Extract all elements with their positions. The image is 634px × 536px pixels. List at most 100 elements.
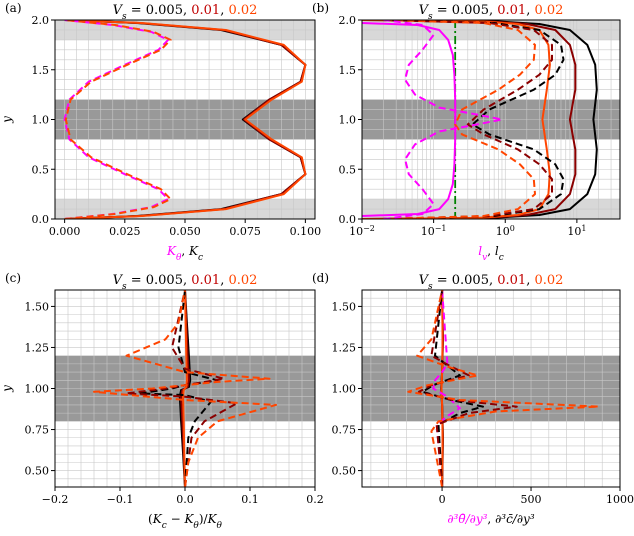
x-axis-label-part: v bbox=[482, 253, 487, 263]
x-axis-label-part: K bbox=[152, 512, 163, 526]
series-line bbox=[383, 20, 565, 219]
y-tick-label: 1.5 bbox=[339, 64, 357, 77]
x-tick-label: 500 bbox=[521, 493, 542, 506]
y-tick-label: 1.25 bbox=[332, 341, 357, 354]
chart-title-part: V bbox=[113, 3, 124, 18]
y-tick-label: 1.00 bbox=[332, 383, 357, 396]
x-tick-label: 0.2 bbox=[306, 493, 324, 506]
chart-title-part: s bbox=[122, 282, 127, 292]
series-line bbox=[432, 290, 461, 487]
series-line bbox=[125, 290, 238, 487]
series-line bbox=[362, 20, 551, 219]
chart-title: Vs = 0.005, 0.01, 0.02 bbox=[419, 273, 564, 292]
series-line bbox=[417, 290, 518, 487]
chart-title-part: s bbox=[428, 12, 433, 22]
y-tick-label: 1.0 bbox=[339, 114, 357, 127]
x-axis-label-part: θ bbox=[176, 253, 182, 263]
chart-title-part: s bbox=[122, 12, 127, 22]
y-tick-label: 0.75 bbox=[25, 424, 50, 437]
x-axis-label-part: θ bbox=[217, 521, 223, 531]
series-line bbox=[93, 290, 277, 487]
x-tick-label: 1000 bbox=[606, 493, 634, 506]
y-tick-label: 1.0 bbox=[32, 114, 50, 127]
x-axis-label-part: ∂³θ̄/∂y³ bbox=[447, 512, 487, 526]
y-tick-label: 0.0 bbox=[339, 213, 357, 226]
x-axis-label-part: − bbox=[167, 512, 185, 526]
x-axis-label-part: θ bbox=[193, 521, 199, 531]
chart-title-part: 0.01 bbox=[497, 3, 526, 18]
x-axis-label-part: c bbox=[499, 253, 504, 263]
x-tick-label: −0.2 bbox=[42, 493, 69, 506]
chart-title-part: V bbox=[419, 3, 430, 18]
series-line bbox=[362, 22, 457, 217]
y-tick-label: 0.5 bbox=[32, 163, 50, 176]
y-tick-label: 0.5 bbox=[339, 163, 357, 176]
chart-title-part: V bbox=[419, 273, 430, 288]
x-tick-label: 10−2 bbox=[349, 224, 375, 239]
x-axis-label-part: K bbox=[183, 512, 194, 526]
panel-b: 10−2 10−1 100 101 0.0 0.5 1.0 1.5 2.0 (b) Vs = 0.0… bbox=[312, 1, 621, 263]
x-axis-label-part: , bbox=[181, 244, 189, 258]
chart-title-part: = 0.005, bbox=[127, 3, 192, 18]
y-tick-label: 1.00 bbox=[25, 383, 50, 396]
x-tick-label: 100 bbox=[496, 224, 515, 239]
chart-title-part: V bbox=[113, 273, 124, 288]
x-tick-label: 0.100 bbox=[290, 225, 322, 238]
x-axis-label-part: ∂³c̄/∂y³ bbox=[495, 512, 535, 526]
series-line bbox=[362, 20, 577, 219]
x-axis-label-part: K bbox=[166, 244, 177, 258]
chart-title-part: 0.02 bbox=[534, 3, 563, 18]
series-line bbox=[63, 20, 170, 219]
plot-area bbox=[55, 290, 315, 487]
series-line bbox=[64, 20, 307, 219]
x-tick-label: 101 bbox=[567, 224, 586, 239]
series-line bbox=[64, 20, 172, 219]
panel-label: (d) bbox=[312, 271, 329, 285]
x-axis-label-part: l bbox=[495, 244, 499, 258]
y-tick-label: 0.75 bbox=[332, 424, 357, 437]
chart-title-part: s bbox=[428, 282, 433, 292]
plot-area bbox=[362, 290, 620, 487]
x-tick-label: 0.0 bbox=[176, 493, 194, 506]
chart-title-part: = 0.005, bbox=[127, 273, 192, 288]
y-axis-label: y bbox=[0, 116, 14, 124]
y-tick-label: 1.50 bbox=[25, 300, 50, 313]
y-tick-label: 2.0 bbox=[32, 14, 50, 27]
x-axis-label-part: K bbox=[207, 512, 218, 526]
y-tick-label: 0.0 bbox=[32, 213, 50, 226]
y-tick-label: 1.25 bbox=[25, 341, 50, 354]
y-tick-label: 1.50 bbox=[332, 300, 357, 313]
chart-title-part: , bbox=[220, 3, 228, 18]
panel-label: (a) bbox=[5, 1, 22, 15]
chart-title-part: 0.02 bbox=[534, 273, 563, 288]
chart-title-part: 0.01 bbox=[191, 273, 220, 288]
x-tick-label: 0.000 bbox=[49, 225, 81, 238]
x-axis-label: (Kc − Kθ)/Kθ bbox=[148, 512, 222, 531]
x-axis-label-part: c bbox=[162, 521, 167, 531]
panel-d: 0 500 1000 0.50 0.75 1.00 1.25 1.50 (d) Vs = 0.00… bbox=[312, 271, 634, 526]
x-axis-label: Kθ, Kc bbox=[166, 244, 203, 263]
x-axis-label-part: c bbox=[198, 253, 203, 263]
x-axis-label-part: , bbox=[487, 244, 495, 258]
y-tick-label: 0.50 bbox=[332, 465, 357, 478]
chart-title-part: = 0.005, bbox=[433, 3, 498, 18]
x-axis-label-part: )/ bbox=[199, 512, 209, 526]
series-line bbox=[383, 20, 536, 219]
chart-title-part: , bbox=[526, 273, 534, 288]
y-tick-label: 0.50 bbox=[25, 465, 50, 478]
panel-label: (c) bbox=[5, 271, 21, 285]
x-axis-label-part: , bbox=[487, 512, 495, 526]
x-tick-label: 0.1 bbox=[241, 493, 259, 506]
x-tick-label: 0.050 bbox=[169, 225, 201, 238]
series-line bbox=[383, 20, 553, 219]
y-tick-label: 1.5 bbox=[32, 64, 50, 77]
chart-title: Vs = 0.005, 0.01, 0.02 bbox=[419, 3, 564, 22]
plot-area bbox=[362, 20, 620, 219]
x-tick-label: 0.075 bbox=[229, 225, 261, 238]
series-line bbox=[362, 20, 598, 219]
panel-c: −0.2 −0.1 0.0 0.1 0.20.500.751.001.251.50(c)… bbox=[0, 271, 324, 531]
chart-title-part: 0.01 bbox=[191, 3, 220, 18]
x-tick-label: 0 bbox=[439, 493, 446, 506]
x-axis-label-part: l bbox=[478, 244, 482, 258]
series-line bbox=[407, 290, 600, 487]
